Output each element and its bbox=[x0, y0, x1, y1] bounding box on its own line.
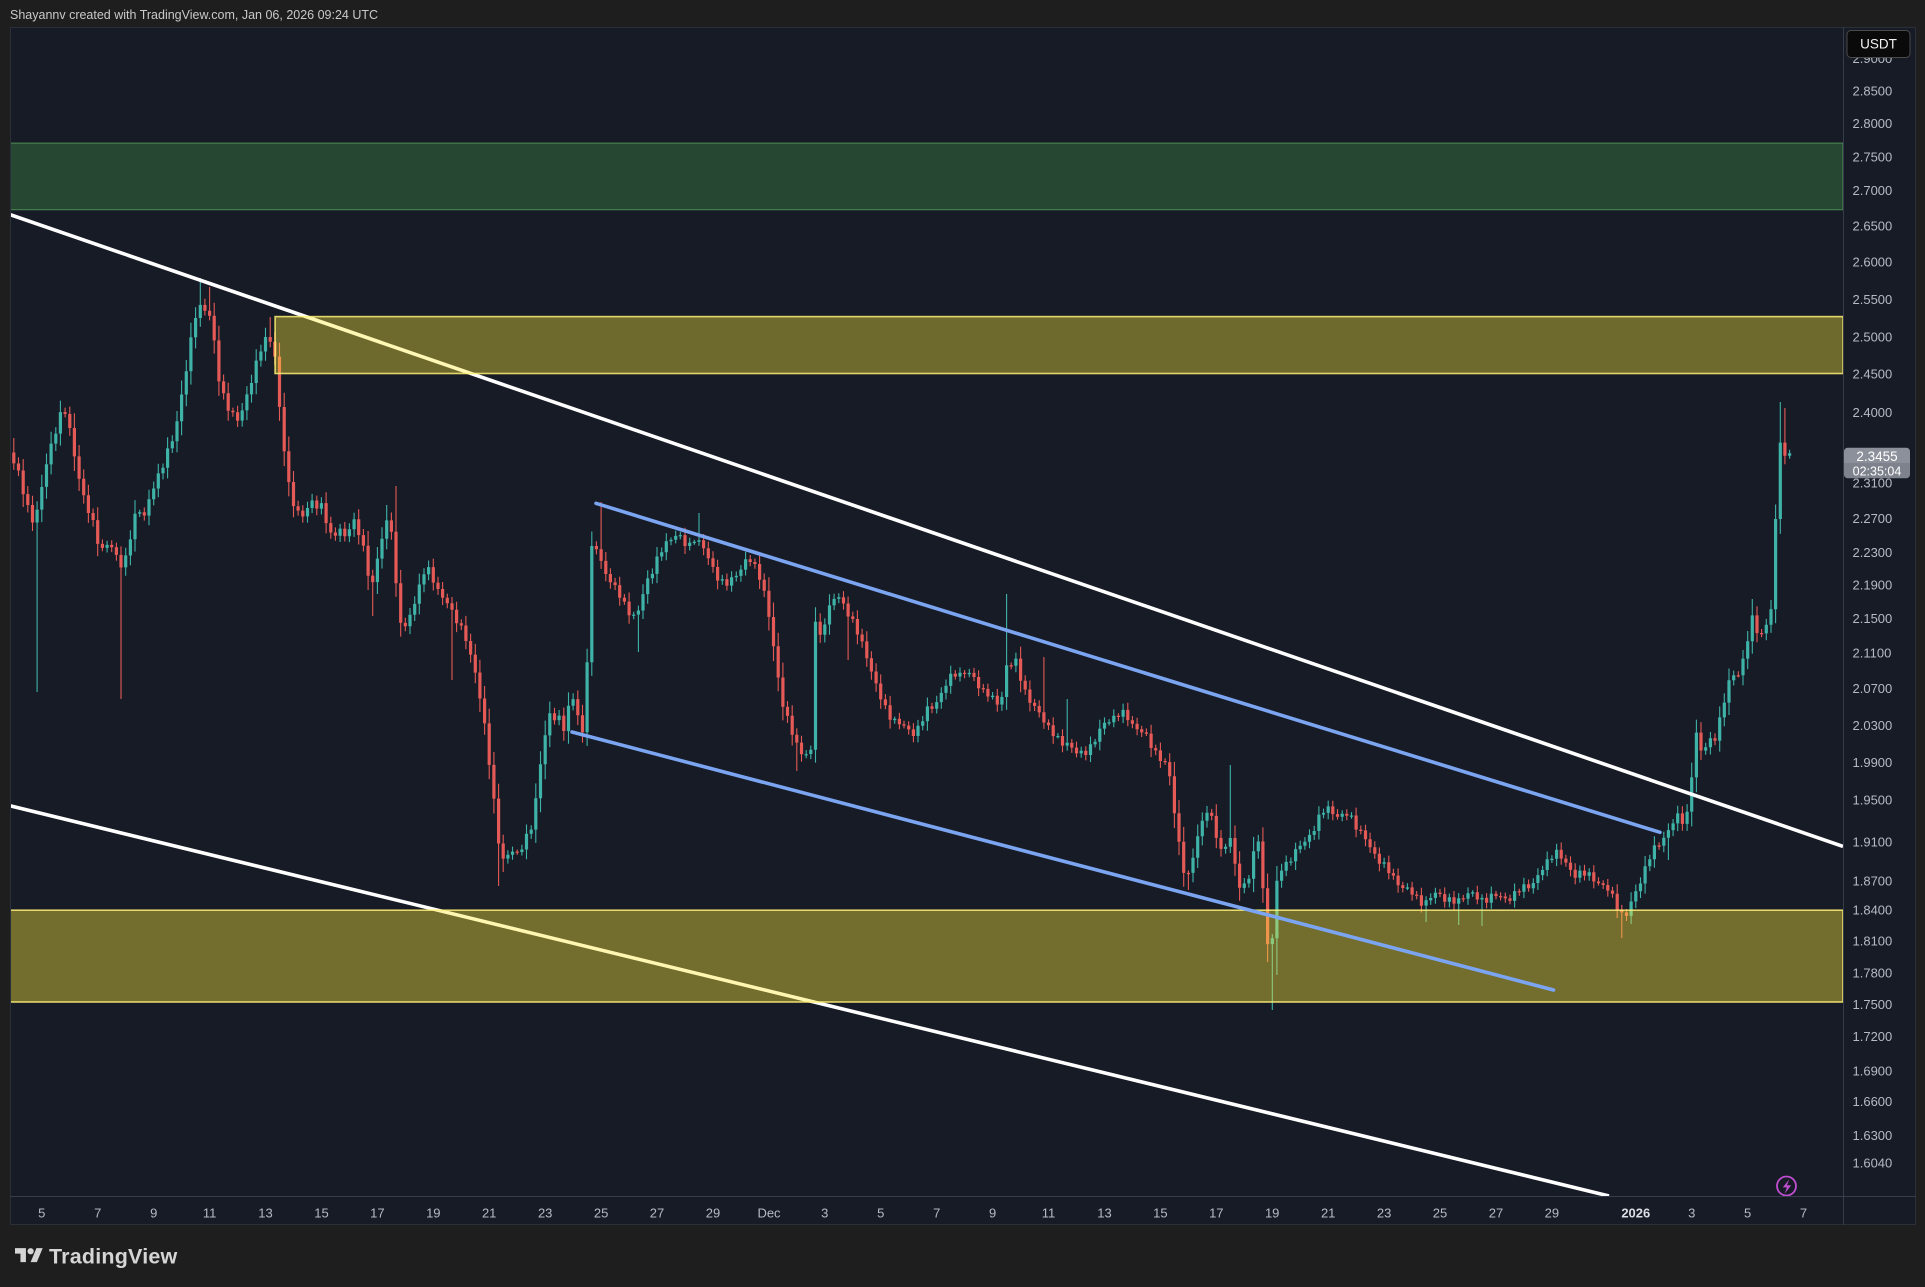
svg-text:29: 29 bbox=[1545, 1206, 1559, 1221]
svg-text:1.7800: 1.7800 bbox=[1853, 965, 1893, 980]
svg-text:2.5000: 2.5000 bbox=[1853, 329, 1893, 344]
svg-text:2.7500: 2.7500 bbox=[1853, 150, 1893, 165]
svg-text:2.3455: 2.3455 bbox=[1856, 449, 1897, 464]
svg-text:5: 5 bbox=[1744, 1206, 1751, 1221]
svg-text:13: 13 bbox=[1097, 1206, 1111, 1221]
svg-text:2.6000: 2.6000 bbox=[1853, 254, 1893, 269]
svg-text:1.7500: 1.7500 bbox=[1853, 997, 1893, 1012]
svg-text:5: 5 bbox=[38, 1206, 45, 1221]
svg-text:1.9100: 1.9100 bbox=[1853, 834, 1893, 849]
svg-text:TradingView: TradingView bbox=[49, 1245, 178, 1269]
svg-text:1.7200: 1.7200 bbox=[1853, 1029, 1893, 1044]
svg-text:2.0300: 2.0300 bbox=[1853, 718, 1893, 733]
svg-text:2.3100: 2.3100 bbox=[1853, 475, 1893, 490]
svg-text:2.7000: 2.7000 bbox=[1853, 183, 1893, 198]
svg-text:11: 11 bbox=[203, 1206, 217, 1221]
svg-text:2.5500: 2.5500 bbox=[1853, 292, 1893, 307]
svg-text:17: 17 bbox=[370, 1206, 384, 1221]
svg-text:17: 17 bbox=[1209, 1206, 1223, 1221]
svg-text:Shayannv created with TradingV: Shayannv created with TradingView.com, J… bbox=[10, 8, 378, 22]
svg-text:25: 25 bbox=[594, 1206, 608, 1221]
svg-text:23: 23 bbox=[1377, 1206, 1391, 1221]
svg-text:29: 29 bbox=[706, 1206, 720, 1221]
svg-text:21: 21 bbox=[482, 1206, 496, 1221]
svg-text:2.0700: 2.0700 bbox=[1853, 681, 1893, 696]
svg-text:19: 19 bbox=[1265, 1206, 1279, 1221]
svg-text:11: 11 bbox=[1042, 1206, 1056, 1221]
svg-text:9: 9 bbox=[989, 1206, 996, 1221]
svg-text:1.9900: 1.9900 bbox=[1853, 755, 1893, 770]
svg-text:2.1900: 2.1900 bbox=[1853, 577, 1893, 592]
svg-text:7: 7 bbox=[933, 1206, 940, 1221]
svg-text:23: 23 bbox=[538, 1206, 552, 1221]
svg-text:1.8100: 1.8100 bbox=[1853, 934, 1893, 949]
svg-text:21: 21 bbox=[1321, 1206, 1335, 1221]
svg-text:USDT: USDT bbox=[1860, 37, 1897, 52]
svg-text:1.6040: 1.6040 bbox=[1853, 1156, 1893, 1171]
svg-text:25: 25 bbox=[1433, 1206, 1447, 1221]
svg-text:1.9500: 1.9500 bbox=[1853, 793, 1893, 808]
svg-text:27: 27 bbox=[650, 1206, 664, 1221]
svg-text:27: 27 bbox=[1489, 1206, 1503, 1221]
svg-text:2.6500: 2.6500 bbox=[1853, 218, 1893, 233]
svg-text:2026: 2026 bbox=[1621, 1206, 1650, 1221]
svg-text:7: 7 bbox=[94, 1206, 101, 1221]
svg-text:1.6300: 1.6300 bbox=[1853, 1128, 1893, 1143]
svg-text:1.6600: 1.6600 bbox=[1853, 1094, 1893, 1109]
svg-text:19: 19 bbox=[426, 1206, 440, 1221]
svg-text:7: 7 bbox=[1800, 1206, 1807, 1221]
svg-text:1.6900: 1.6900 bbox=[1853, 1063, 1893, 1078]
svg-text:2.2700: 2.2700 bbox=[1853, 511, 1893, 526]
svg-text:15: 15 bbox=[1153, 1206, 1167, 1221]
svg-text:02:35:04: 02:35:04 bbox=[1853, 464, 1902, 478]
svg-text:3: 3 bbox=[821, 1206, 828, 1221]
svg-text:1.8400: 1.8400 bbox=[1853, 903, 1893, 918]
svg-text:9: 9 bbox=[150, 1206, 157, 1221]
svg-text:5: 5 bbox=[877, 1206, 884, 1221]
svg-text:2.8500: 2.8500 bbox=[1853, 84, 1893, 99]
svg-text:1.8700: 1.8700 bbox=[1853, 873, 1893, 888]
svg-text:Dec: Dec bbox=[757, 1206, 781, 1221]
svg-text:15: 15 bbox=[314, 1206, 328, 1221]
svg-text:2.1500: 2.1500 bbox=[1853, 611, 1893, 626]
svg-text:2.2300: 2.2300 bbox=[1853, 545, 1893, 560]
svg-text:13: 13 bbox=[258, 1206, 272, 1221]
svg-text:2.1100: 2.1100 bbox=[1853, 646, 1892, 661]
svg-text:3: 3 bbox=[1688, 1206, 1695, 1221]
svg-text:2.4500: 2.4500 bbox=[1853, 367, 1893, 382]
svg-text:2.4000: 2.4000 bbox=[1853, 405, 1893, 420]
svg-text:2.8000: 2.8000 bbox=[1853, 116, 1893, 131]
